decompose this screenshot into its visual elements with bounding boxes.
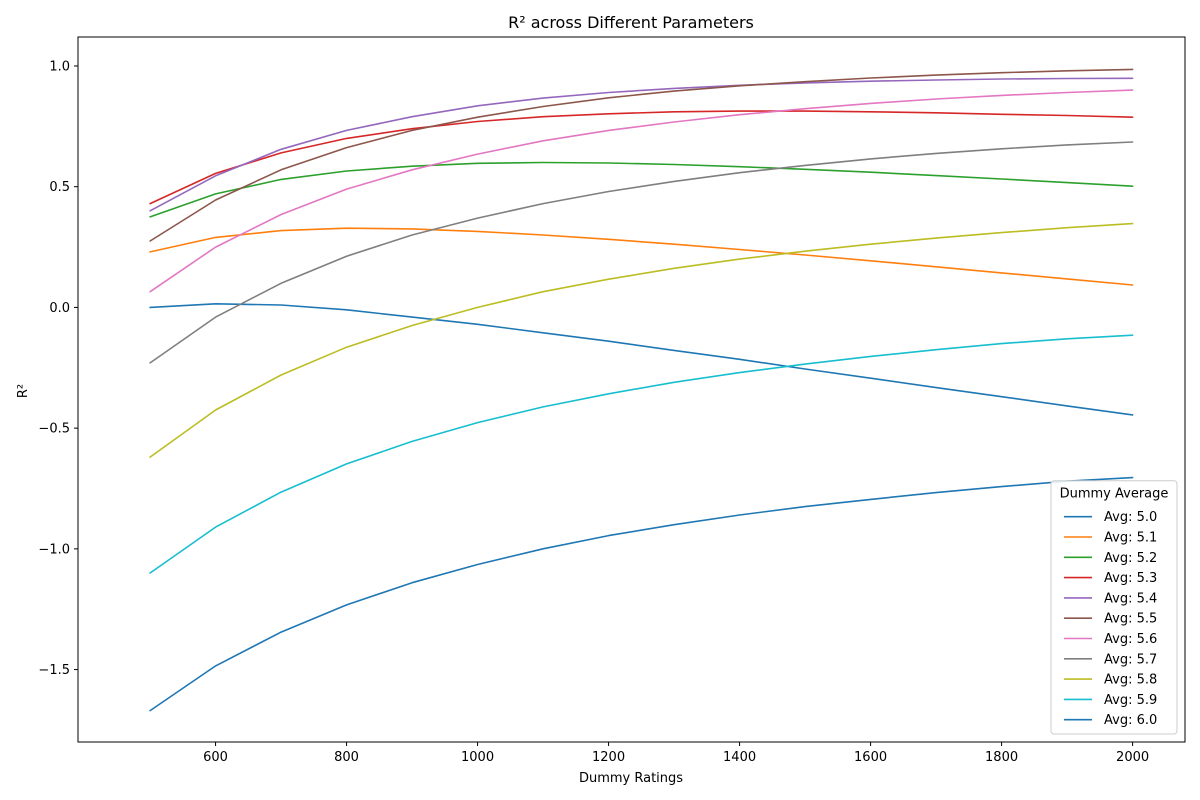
series-line-3 <box>149 110 1134 205</box>
x-tick-label: 800 <box>334 750 359 765</box>
x-tick-label: 1000 <box>461 750 494 765</box>
legend-label: Avg: 5.2 <box>1104 551 1157 566</box>
legend-label: Avg: 5.1 <box>1104 531 1157 546</box>
legend-box <box>1050 480 1178 735</box>
x-tick-label: 2000 <box>1116 750 1149 765</box>
x-tick-label: 1800 <box>985 750 1018 765</box>
chart-title: R² across Different Parameters <box>508 13 754 32</box>
x-tick-label: 600 <box>203 750 228 765</box>
plot-frame <box>77 36 1186 743</box>
series-line-7 <box>149 141 1134 364</box>
series-line-1 <box>149 227 1134 286</box>
legend-label: Avg: 5.9 <box>1104 693 1157 708</box>
x-tick-label: 1400 <box>723 750 756 765</box>
x-axis-label: Dummy Ratings <box>579 771 683 786</box>
series-line-9 <box>149 334 1134 574</box>
series-line-10 <box>149 476 1134 712</box>
legend-title: Dummy Average <box>1060 487 1169 502</box>
series-line-8 <box>149 222 1134 458</box>
legend-label: Avg: 5.5 <box>1104 612 1157 627</box>
legend: Dummy Average Avg: 5.0 Avg: 5.1 Avg: 5.2 Avg… <box>1050 480 1178 735</box>
series-line-6 <box>149 89 1134 293</box>
series-line-2 <box>149 161 1134 218</box>
legend-label: Avg: 5.8 <box>1104 673 1157 688</box>
series-layer <box>149 68 1134 712</box>
legend-label: Avg: 5.4 <box>1104 591 1157 606</box>
y-tick-label: −1.0 <box>38 542 70 557</box>
y-tick-label: 0.5 <box>49 180 70 195</box>
x-tick-label: 1200 <box>592 750 625 765</box>
legend-label: Avg: 5.6 <box>1104 632 1157 647</box>
y-axis-label: R² <box>16 384 31 398</box>
axes-layer: 600 800 1000 1200 1400 1600 1800 2000 −1.5 −1.0 −0… <box>38 36 1186 765</box>
y-tick-label: 0.0 <box>49 301 70 316</box>
y-tick-label: 1.0 <box>49 59 70 74</box>
legend-label: Avg: 5.7 <box>1104 652 1157 667</box>
series-line-0 <box>149 303 1134 416</box>
y-tick-label: −1.5 <box>38 663 70 678</box>
series-line-4 <box>149 77 1134 212</box>
y-tick-label: −0.5 <box>38 422 70 437</box>
x-tick-label: 1600 <box>854 750 887 765</box>
legend-label: Avg: 5.3 <box>1104 571 1157 586</box>
legend-label: Avg: 5.0 <box>1104 510 1157 525</box>
series-line-5 <box>149 68 1134 242</box>
legend-label: Avg: 6.0 <box>1104 713 1157 728</box>
